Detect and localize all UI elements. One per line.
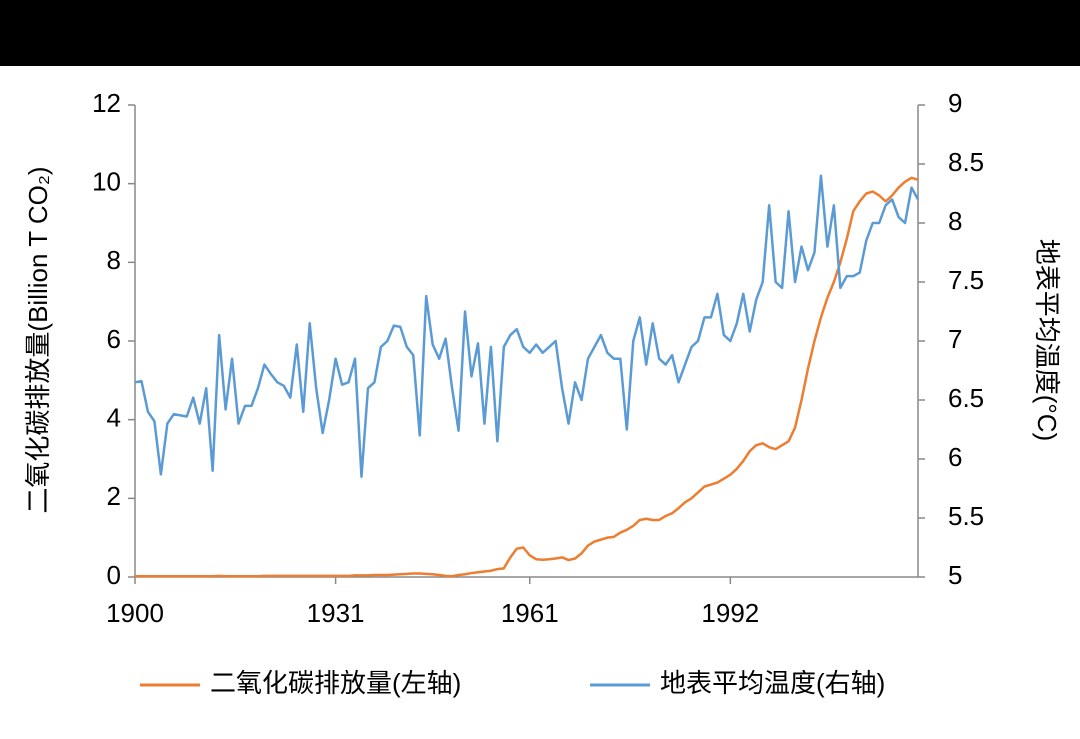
y-tick-label: 6 [107, 324, 121, 354]
y-tick-label: 4 [107, 403, 121, 433]
y-tick-label: 10 [92, 167, 121, 197]
y2-tick-label: 5.5 [948, 501, 984, 531]
y2-tick-label: 9 [948, 88, 962, 118]
y2-tick-label: 8 [948, 206, 962, 236]
y2-tick-label: 7.5 [948, 265, 984, 295]
y-tick-label: 8 [107, 245, 121, 275]
y2-tick-label: 5 [948, 560, 962, 590]
y-tick-label: 12 [92, 88, 121, 118]
y-tick-label: 0 [107, 560, 121, 590]
data-line [134, 174, 920, 478]
y2-tick-label: 7 [948, 324, 962, 354]
x-tick-label: 1900 [106, 598, 164, 628]
x-tick-label: 1931 [307, 598, 365, 628]
x-tick-label: 1992 [701, 598, 759, 628]
legend-label: 二氧化碳排放量(左轴) [210, 668, 461, 698]
x-tick-label: 1961 [501, 598, 559, 628]
y-tick-label: 2 [107, 481, 121, 511]
y-axis-label: 二氧化碳排放量(Billion T CO₂) [23, 166, 53, 513]
y2-tick-label: 6.5 [948, 383, 984, 413]
data-line [135, 176, 919, 578]
top-bar [0, 0, 1080, 66]
legend-label: 地表平均温度(右轴) [660, 668, 885, 698]
y2-tick-label: 8.5 [948, 147, 984, 177]
y2-tick-label: 6 [948, 442, 962, 472]
y2-axis-label: 地表平均温度(°C) [1032, 239, 1062, 442]
